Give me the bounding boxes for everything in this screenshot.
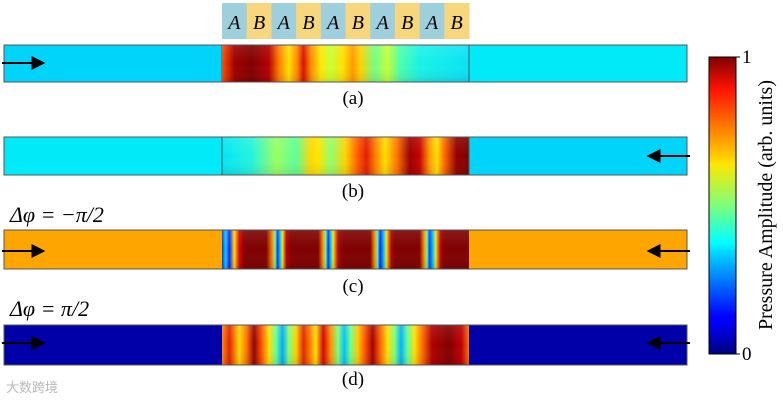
panel-b-left-region — [4, 137, 222, 175]
colorbar-min-label: 0 — [742, 344, 752, 365]
panel-c: Δφ = −π/2 (c) — [2, 202, 690, 297]
layer-label: A — [276, 12, 291, 34]
panel-c-right-region — [469, 230, 687, 269]
panel-a-caption: (a) — [342, 88, 363, 109]
panel-d-right-region — [469, 325, 687, 365]
panel-d-caption: (d) — [342, 369, 364, 390]
layer-cell-a — [222, 3, 248, 39]
panel-c-caption: (c) — [342, 276, 363, 297]
layer-label: B — [302, 12, 314, 34]
panel-d-phase-label: Δφ = π/2 — [9, 296, 89, 321]
layer-cell-b — [246, 3, 272, 39]
layer-label: A — [424, 12, 439, 34]
colorbar-max-label: 1 — [742, 47, 752, 68]
layer-label: A — [325, 12, 340, 34]
layer-label: A — [226, 12, 241, 34]
panel-c-phase-label: Δφ = −π/2 — [9, 202, 104, 227]
layer-label: B — [451, 12, 463, 34]
layer-cell-a — [271, 3, 297, 39]
colorbar-gradient — [708, 56, 737, 355]
layer-label: B — [401, 12, 413, 34]
colorbar: 1 0 Pressure Amplitude (arb. units) — [708, 47, 777, 365]
colorbar-title: Pressure Amplitude (arb. units) — [755, 80, 777, 330]
layer-cell-b — [296, 3, 322, 39]
layer-cell-b — [394, 3, 421, 39]
layer-cell-a — [419, 3, 445, 39]
layer-cell-a — [320, 3, 346, 39]
layer-label: B — [352, 12, 364, 34]
panel-d-left-region — [4, 325, 222, 365]
panel-a-right-region — [468, 44, 688, 83]
panel-d: Δφ = π/2 (d) — [2, 296, 690, 390]
layer-label: B — [253, 12, 265, 34]
panel-b: (b) — [3, 136, 690, 202]
panel-c-left-region — [4, 230, 222, 269]
panel-a: (a) — [2, 44, 688, 109]
watermark: 大数跨境 — [6, 381, 59, 396]
layer-cell-b — [345, 3, 371, 39]
layer-cell-a — [370, 3, 396, 39]
layer-label: A — [374, 12, 389, 34]
layer-cell-b — [444, 3, 470, 39]
panel-b-caption: (b) — [342, 181, 364, 202]
